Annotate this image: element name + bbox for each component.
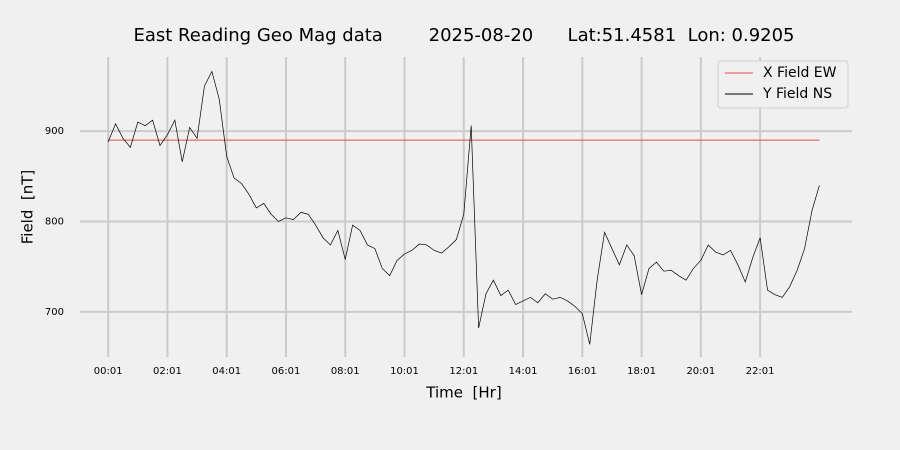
legend: X Field EW Y Field NS xyxy=(717,60,849,109)
chart-title: East Reading Geo Mag data 2025-08-20 Lat… xyxy=(133,25,794,46)
x-tick-label: 08:01 xyxy=(331,366,360,377)
x-tick-label: 22:01 xyxy=(746,366,775,377)
x-tick-label: 02:01 xyxy=(153,366,182,377)
y-tick-label: 700 xyxy=(45,307,64,318)
y-tick-label: 900 xyxy=(45,126,64,137)
y-axis-label: Field [nT] xyxy=(19,170,37,245)
x-tick-label: 10:01 xyxy=(390,366,419,377)
data-line xyxy=(107,70,820,345)
x-tick-label: 06:01 xyxy=(272,366,301,377)
x-tick-label: 18:01 xyxy=(627,366,656,377)
y-tick-label: 800 xyxy=(45,216,64,227)
x-tick-label: 14:01 xyxy=(509,366,538,377)
x-axis-label: Time [Hr] xyxy=(425,384,501,402)
x-tick-label: 00:01 xyxy=(94,366,123,377)
x-tick-label: 16:01 xyxy=(568,366,597,377)
x-tick-label: 04:01 xyxy=(212,366,241,377)
x-tick-label: 12:01 xyxy=(449,366,478,377)
legend-label: Y Field NS xyxy=(762,86,832,102)
legend-label: X Field EW xyxy=(763,65,837,81)
x-tick-label: 20:01 xyxy=(686,366,715,377)
